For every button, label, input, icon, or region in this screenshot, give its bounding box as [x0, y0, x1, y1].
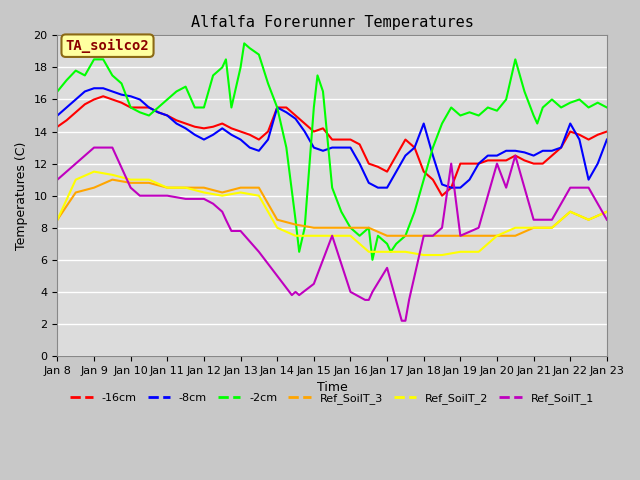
Text: TA_soilco2: TA_soilco2 — [66, 38, 149, 53]
Y-axis label: Temperatures (C): Temperatures (C) — [15, 142, 28, 250]
Title: Alfalfa Forerunner Temperatures: Alfalfa Forerunner Temperatures — [191, 15, 474, 30]
X-axis label: Time: Time — [317, 381, 348, 394]
Legend: -16cm, -8cm, -2cm, Ref_SoilT_3, Ref_SoilT_2, Ref_SoilT_1: -16cm, -8cm, -2cm, Ref_SoilT_3, Ref_Soil… — [66, 388, 598, 408]
